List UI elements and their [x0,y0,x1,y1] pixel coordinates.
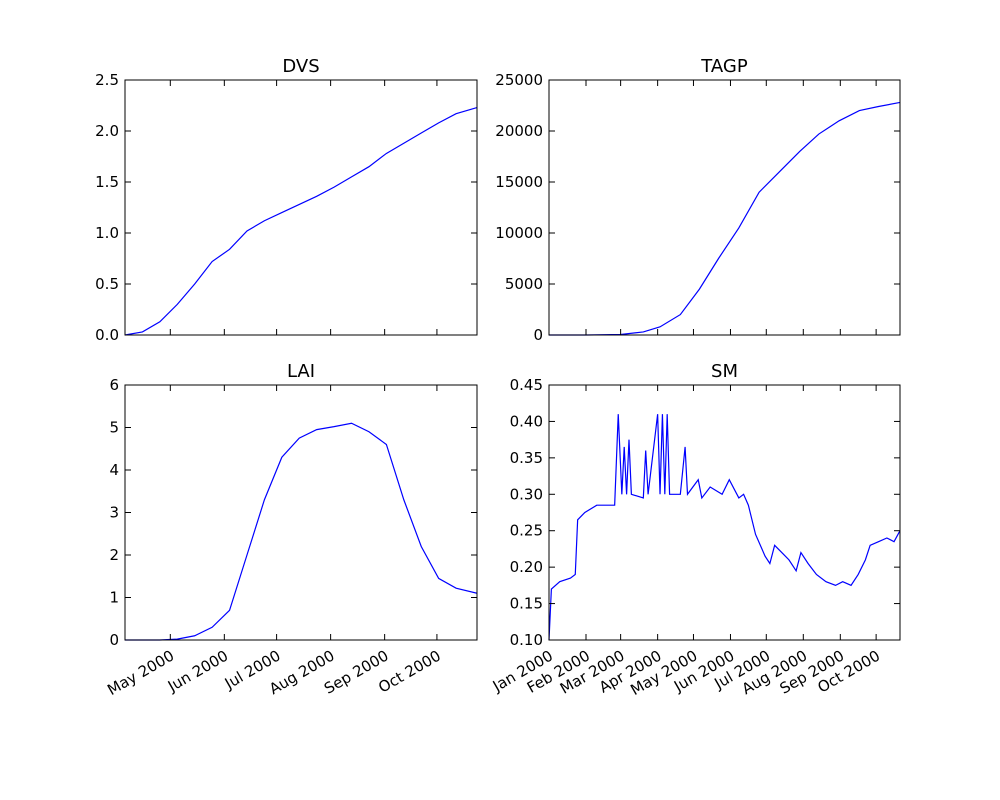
y-tick-label: 2.0 [95,122,119,140]
y-tick-label: 0.10 [510,631,543,649]
y-tick-label: 1.5 [95,173,119,191]
y-tick-label: 25000 [495,71,543,89]
x-tick-label-group: Jun 2000 [164,647,231,696]
y-tick-label: 0 [533,326,543,344]
plot-frame [124,79,478,336]
x-tick-label: Jun 2000 [164,647,231,696]
plot-frame [548,384,901,641]
y-tick-label: 0.5 [95,275,119,293]
x-tick-label: May 2000 [104,647,177,700]
y-tick-label: 0.20 [510,558,543,576]
y-tick-label: 0.15 [510,595,543,613]
y-tick-label: 10000 [495,224,543,242]
subplot-title: TAGP [700,56,748,77]
y-tick-label: 5000 [505,275,543,293]
data-line [125,422,478,641]
plot-frame [124,384,478,641]
y-tick-label: 2 [109,546,119,564]
y-tick-label: 0.25 [510,522,543,540]
data-line [124,106,478,336]
x-tick-label-group: May 2000 [104,647,177,700]
y-tick-label: 20000 [495,122,543,140]
plot-frame [548,79,901,336]
y-tick-label: 0.30 [510,485,543,503]
subplot-title: SM [711,361,738,382]
y-tick-label: 4 [109,461,119,479]
data-line [549,101,901,336]
y-tick-label: 0.40 [510,412,543,430]
subplot-title: LAI [287,361,315,382]
y-tick-label: 15000 [495,173,543,191]
y-tick-label: 0 [109,631,119,649]
y-tick-label: 0.35 [510,449,543,467]
y-tick-label: 0.45 [510,376,543,394]
y-tick-label: 3 [109,504,119,522]
subplot-title: DVS [282,56,319,77]
y-tick-label: 5 [109,419,119,437]
y-tick-label: 1.0 [95,224,119,242]
data-line [548,414,901,641]
y-tick-label: 0.0 [95,326,119,344]
y-tick-label: 2.5 [95,71,119,89]
y-tick-label: 1 [109,589,119,607]
y-tick-label: 6 [109,376,119,394]
